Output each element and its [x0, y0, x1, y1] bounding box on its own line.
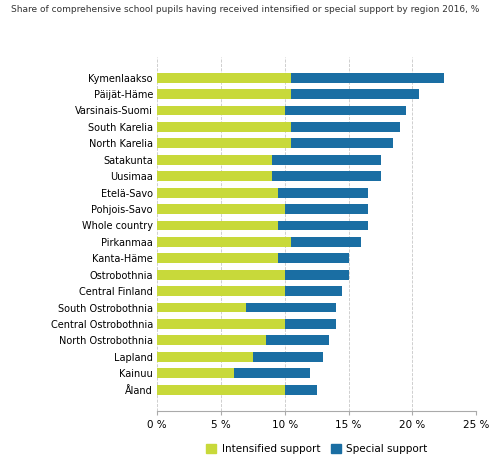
Bar — [285, 204, 368, 214]
Bar — [157, 336, 266, 346]
Bar — [291, 73, 444, 83]
Text: Share of comprehensive school pupils having received intensified or special supp: Share of comprehensive school pupils hav… — [11, 5, 480, 14]
Bar — [291, 122, 400, 132]
Bar — [285, 286, 342, 296]
Bar — [157, 253, 278, 263]
Bar — [253, 352, 323, 362]
Bar — [285, 385, 317, 395]
Bar — [278, 253, 349, 263]
Bar — [157, 155, 272, 165]
Bar — [157, 138, 291, 148]
Bar — [157, 319, 285, 329]
Bar — [278, 188, 368, 197]
Bar — [157, 73, 291, 83]
Bar — [291, 89, 419, 99]
Bar — [285, 270, 349, 279]
Bar — [246, 303, 336, 312]
Bar — [157, 270, 285, 279]
Bar — [285, 319, 336, 329]
Bar — [157, 385, 285, 395]
Bar — [234, 368, 310, 378]
Bar — [266, 336, 329, 346]
Bar — [157, 220, 278, 230]
Bar — [157, 368, 234, 378]
Bar — [157, 188, 278, 197]
Bar — [157, 171, 272, 181]
Bar — [272, 155, 381, 165]
Bar — [157, 89, 291, 99]
Bar — [157, 303, 246, 312]
Bar — [157, 352, 253, 362]
Bar — [157, 286, 285, 296]
Bar — [285, 106, 406, 116]
Bar — [291, 138, 393, 148]
Bar — [157, 237, 291, 247]
Bar — [157, 204, 285, 214]
Bar — [157, 122, 291, 132]
Legend: Intensified support, Special support: Intensified support, Special support — [206, 444, 427, 454]
Bar — [291, 237, 361, 247]
Bar — [272, 171, 381, 181]
Bar — [278, 220, 368, 230]
Bar — [157, 106, 285, 116]
